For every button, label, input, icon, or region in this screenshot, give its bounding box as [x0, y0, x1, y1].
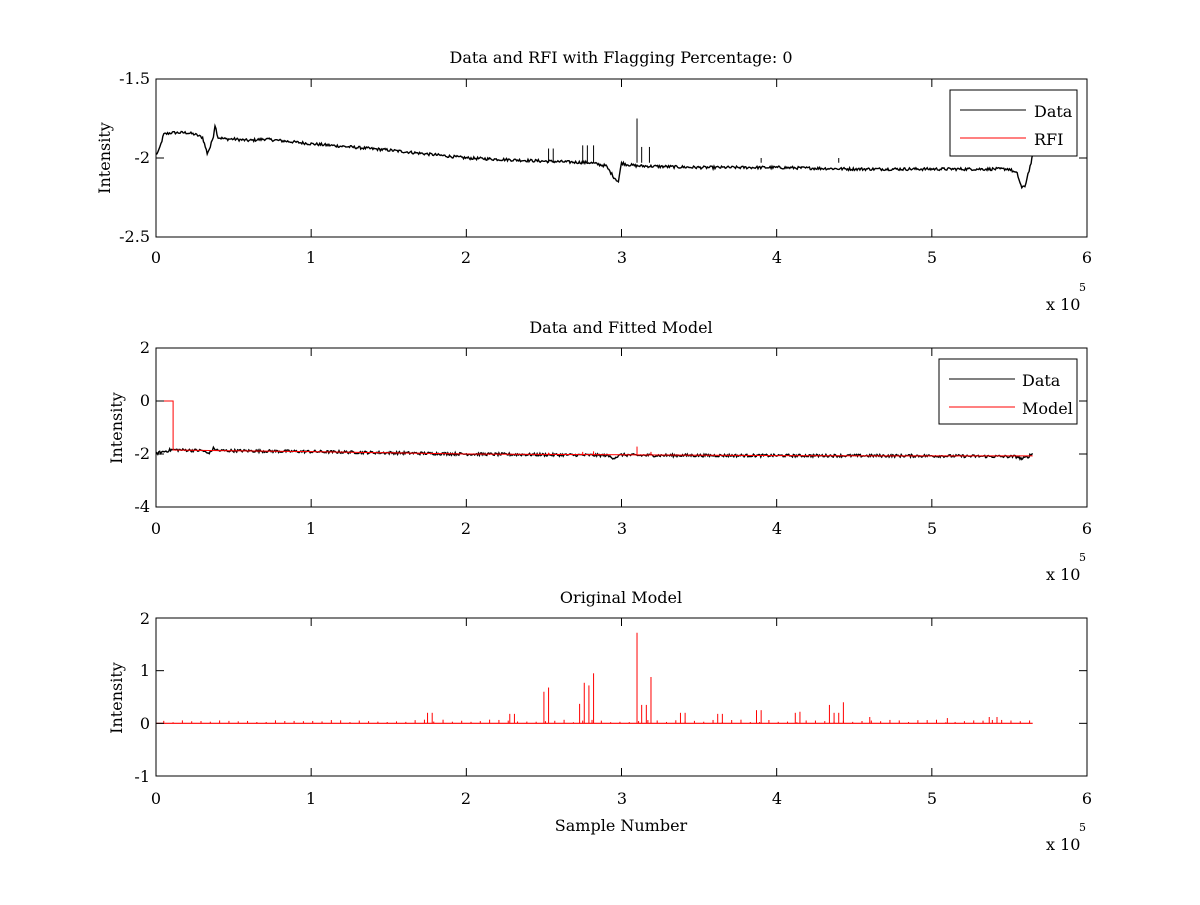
- x-tick-label: 5: [927, 789, 937, 808]
- series-line-data: [155, 123, 1034, 190]
- x-tick-label: 5: [927, 519, 937, 538]
- legend: Data RFI: [949, 89, 1078, 157]
- x-tick-label: 0: [151, 519, 161, 538]
- x-tick-label: 4: [772, 248, 782, 267]
- y-axis-label: Intensity: [107, 392, 126, 464]
- x-tick-label: 1: [306, 248, 316, 267]
- plot-area: [155, 78, 1088, 238]
- x-tick-label: 4: [772, 789, 782, 808]
- y-axis-label: Intensity: [107, 662, 126, 734]
- y-tick-label: -4: [134, 497, 150, 516]
- legend-box: [938, 358, 1078, 425]
- x-tick-label: 5: [927, 248, 937, 267]
- panel-fitted-model: Data and Fitted Model Intensity 0 1 2 3 …: [107, 318, 1092, 584]
- series-line-data: [155, 445, 1034, 461]
- x-exponent: 5: [1079, 551, 1086, 564]
- x-tick-label: 6: [1082, 519, 1092, 538]
- x-tick-label: 2: [461, 248, 471, 267]
- x-tick-label: 2: [461, 789, 471, 808]
- legend-box: [949, 89, 1078, 157]
- legend-label-data: Data: [1022, 371, 1061, 390]
- x-tick-label: 3: [617, 789, 627, 808]
- panel-data-rfi: Data and RFI with Flagging Percentage: 0…: [95, 48, 1092, 314]
- y-tick-label: -1: [134, 767, 150, 786]
- x-tick-label: 6: [1082, 248, 1092, 267]
- legend-label-data: Data: [1034, 102, 1073, 121]
- y-tick-label: 2: [140, 338, 150, 357]
- x-multiplier: x 10: [1046, 835, 1080, 854]
- x-tick-label: 2: [461, 519, 471, 538]
- legend: Data Model: [938, 358, 1078, 425]
- x-multiplier: x 10: [1046, 565, 1080, 584]
- y-tick-label: 0: [140, 714, 150, 733]
- y-tick-label: 0: [140, 391, 150, 410]
- legend-label-model: Model: [1022, 399, 1073, 418]
- x-tick-label: 3: [617, 519, 627, 538]
- x-tick-label: 0: [151, 248, 161, 267]
- y-tick-label: -2: [134, 148, 150, 167]
- x-axis-label: Sample Number: [555, 816, 688, 835]
- y-tick-label: 1: [140, 661, 150, 680]
- series-line-model: [156, 400, 1033, 457]
- x-tick-label: 6: [1082, 789, 1092, 808]
- x-tick-label: 0: [151, 789, 161, 808]
- x-tick-label: 3: [617, 248, 627, 267]
- panel-original-model: Original Model Intensity 0 1 2 3 4 5 6 -…: [107, 588, 1092, 854]
- y-tick-label: 2: [140, 609, 150, 628]
- x-tick-label: 1: [306, 789, 316, 808]
- x-multiplier: x 10: [1046, 295, 1080, 314]
- chart-title: Data and RFI with Flagging Percentage: 0: [449, 48, 792, 67]
- x-tick-label: 4: [772, 519, 782, 538]
- x-exponent: 5: [1079, 281, 1086, 294]
- y-tick-label: -2: [134, 444, 150, 463]
- y-tick-label: -2.5: [119, 227, 150, 246]
- chart-title: Data and Fitted Model: [529, 318, 712, 337]
- y-tick-label: -1.5: [119, 69, 150, 88]
- plot-area: [155, 617, 1088, 777]
- x-exponent: 5: [1079, 821, 1086, 834]
- chart-title: Original Model: [560, 588, 682, 607]
- y-axis-label: Intensity: [95, 122, 114, 194]
- legend-label-rfi: RFI: [1034, 130, 1063, 149]
- x-tick-label: 1: [306, 519, 316, 538]
